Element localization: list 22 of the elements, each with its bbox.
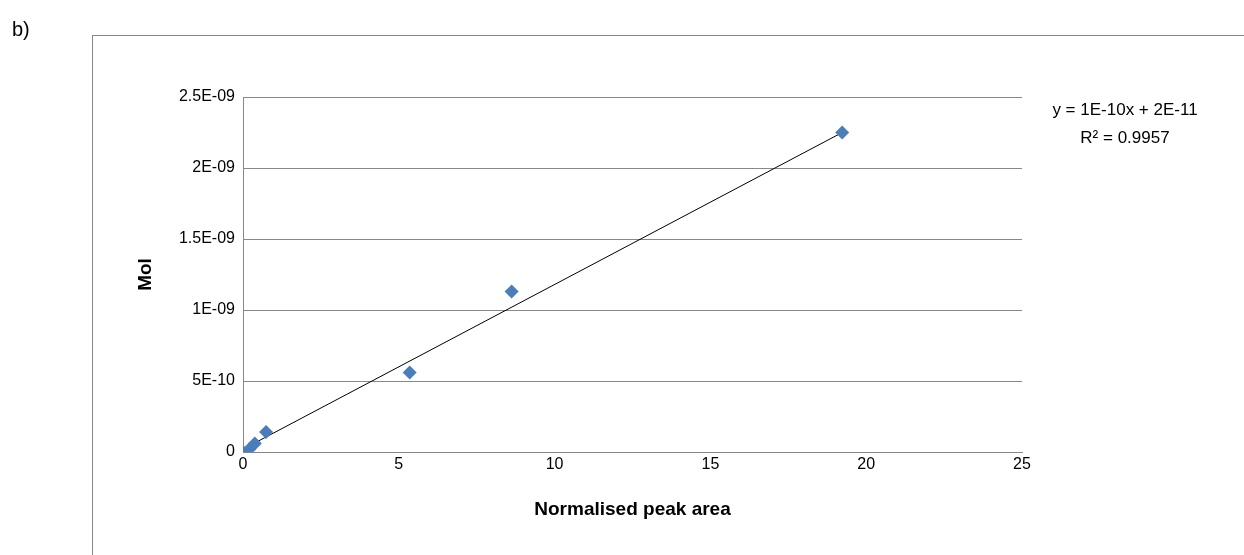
- point: [247, 436, 262, 451]
- point: [835, 125, 850, 140]
- y-tick-label: 1.5E-09: [178, 229, 236, 247]
- y-tick-label: 5E-10: [192, 371, 236, 389]
- text: b): [12, 17, 30, 40]
- point: [504, 284, 519, 299]
- point: [259, 425, 274, 440]
- text: R² = 0.9957: [1080, 127, 1170, 147]
- y-tick-label: 2E-09: [192, 158, 236, 176]
- y-tick-label: 2.5E-09: [178, 87, 236, 105]
- y-tick-label: 1E-09: [192, 300, 236, 318]
- x-tick-label: 25: [1013, 455, 1031, 473]
- x-tick-label: 10: [545, 455, 564, 473]
- x-tick-label: 20: [857, 455, 876, 473]
- point: [402, 365, 417, 380]
- x-tick-label: 5: [394, 455, 404, 473]
- x-axis-title: Normalised peak area: [534, 497, 732, 519]
- x-tick-label: 0: [238, 455, 248, 473]
- text: y = 1E-10x + 2E-11: [1052, 99, 1198, 119]
- x-tick-label: 15: [701, 455, 720, 473]
- y-tick-label: 0: [226, 442, 236, 460]
- y-axis-title: Mol: [133, 258, 155, 291]
